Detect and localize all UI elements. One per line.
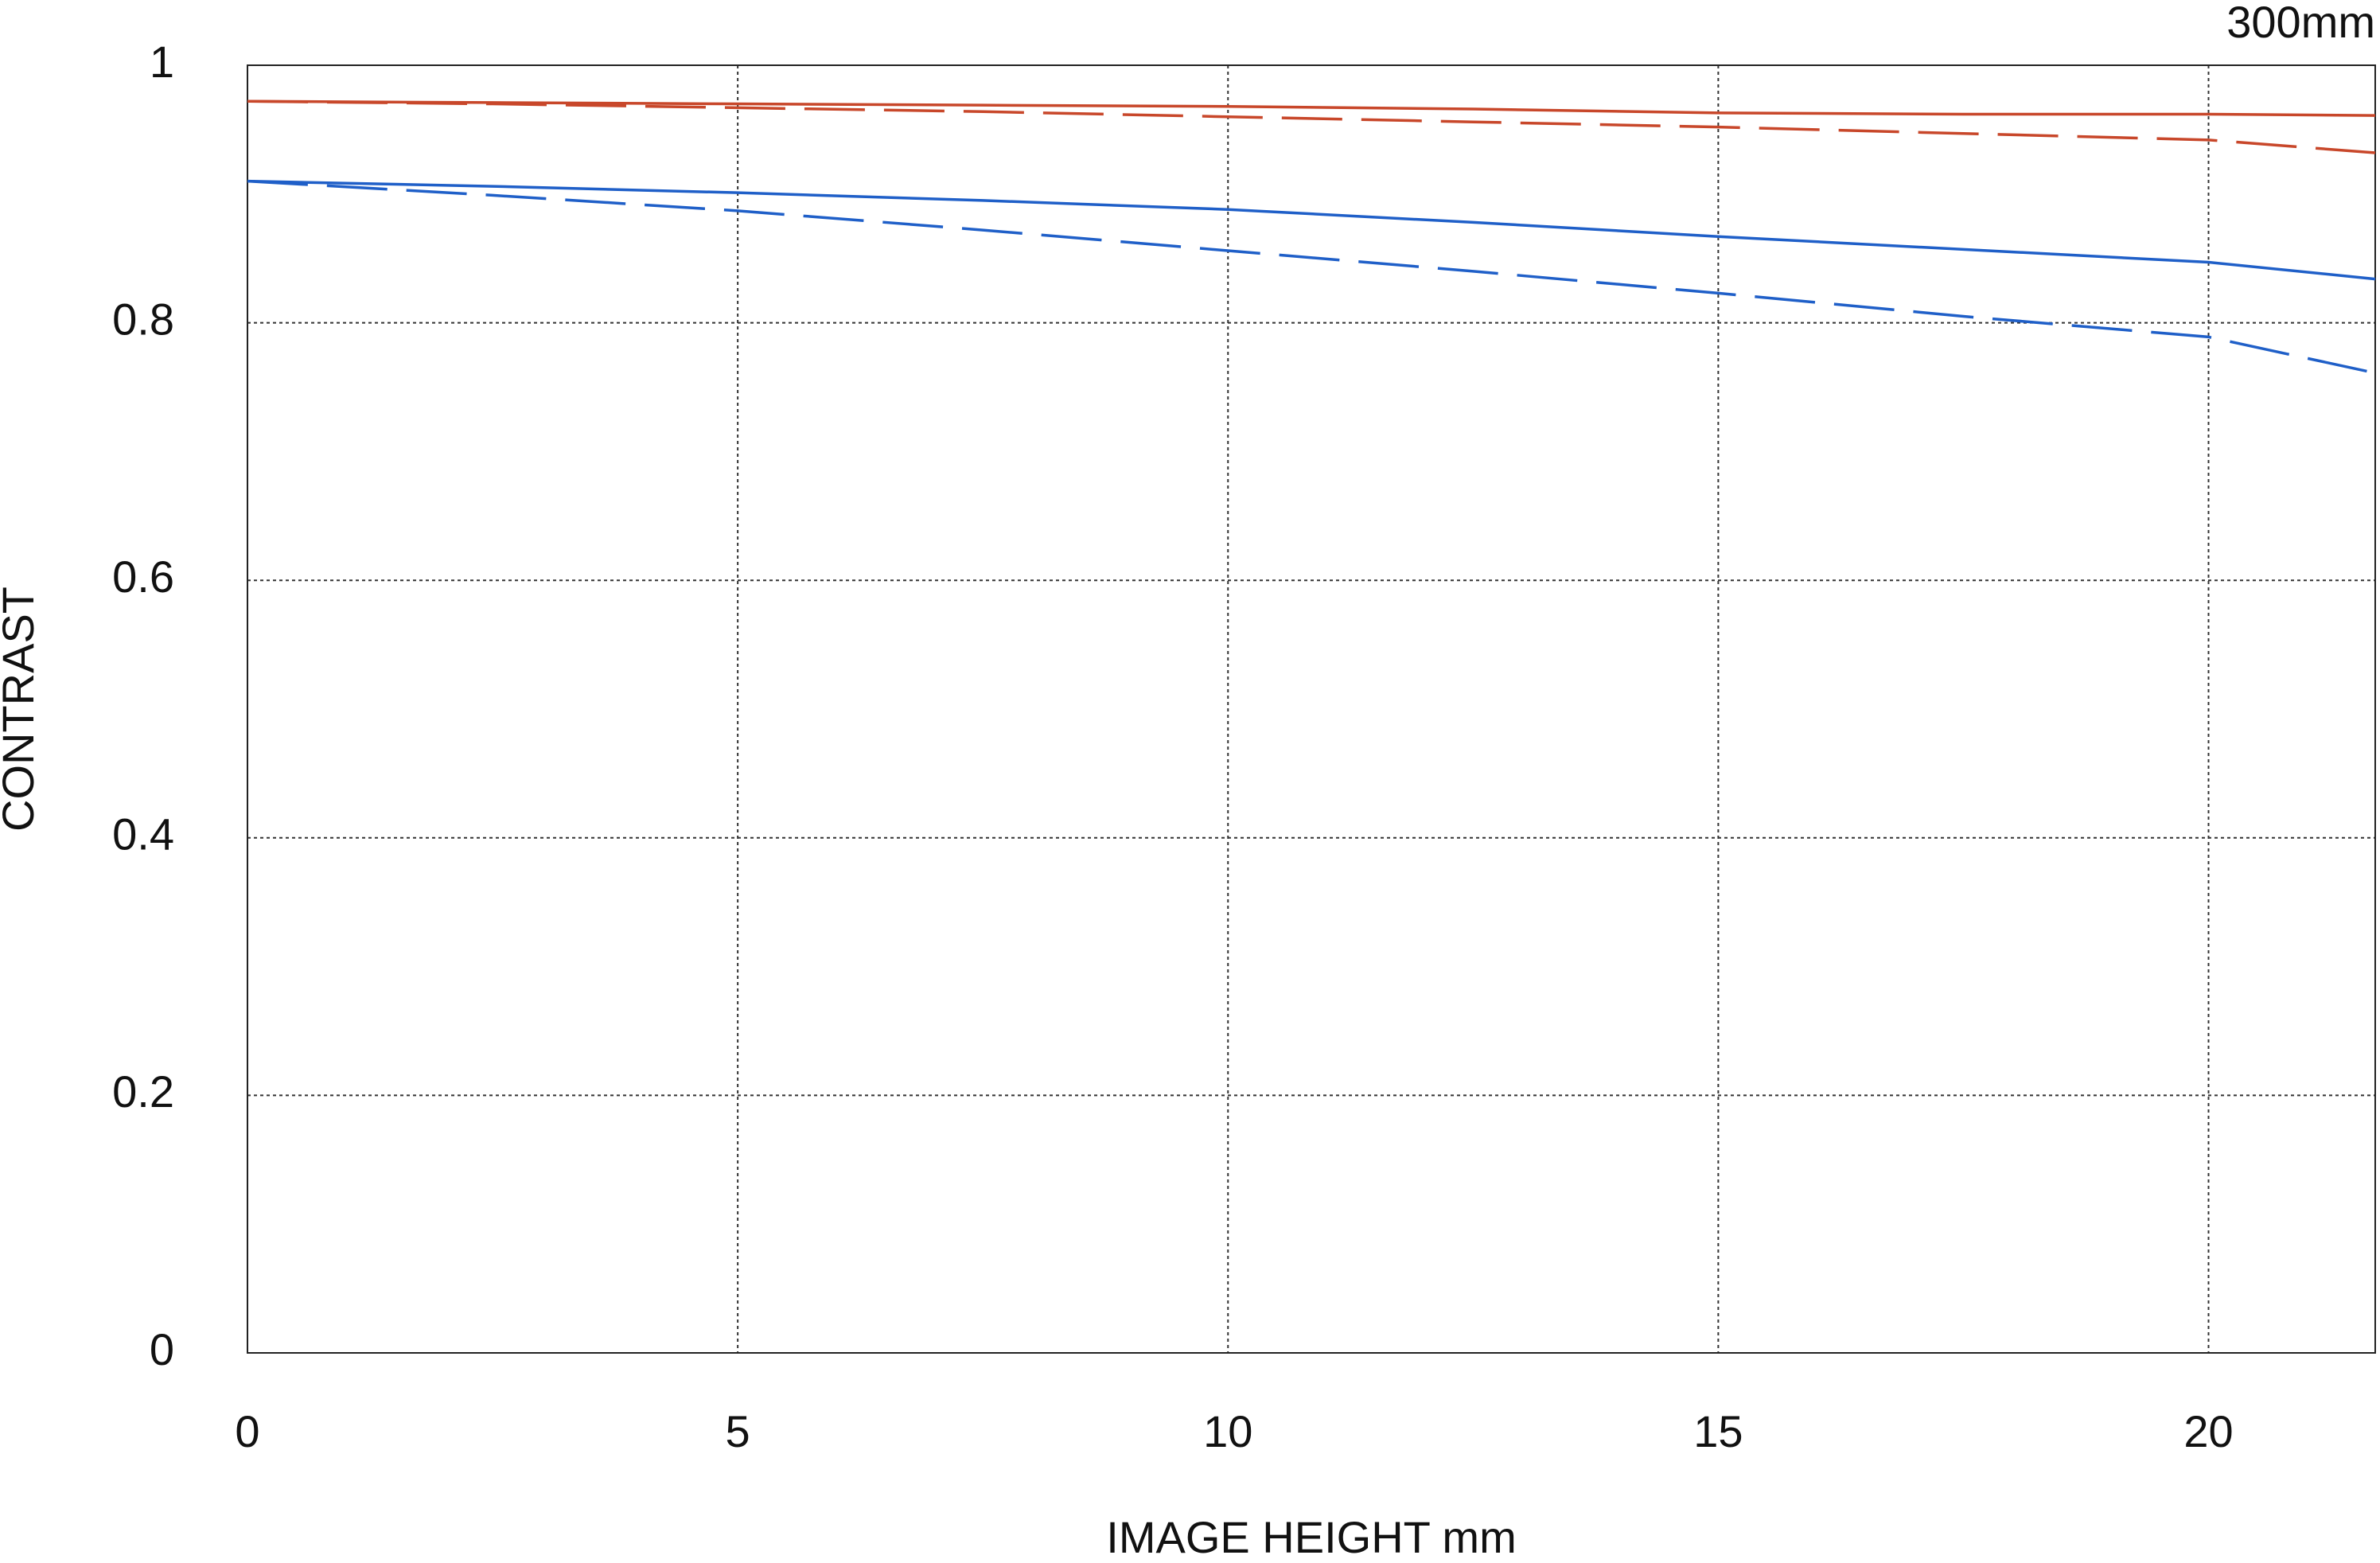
x-tick-label: 10	[1203, 1406, 1252, 1456]
y-tick-label: 0.6	[112, 552, 174, 602]
series-line	[247, 99, 2376, 154]
series-line	[247, 99, 2376, 117]
x-tick-label: 5	[726, 1406, 750, 1456]
y-tick-label: 0.4	[112, 809, 174, 859]
x-tick-label: 0	[235, 1406, 259, 1456]
plot-frame	[247, 64, 2376, 1354]
y-tick-label: 0	[150, 1324, 174, 1374]
y-axis-label: CONTRAST	[0, 587, 43, 832]
y-tick-label: 0.2	[112, 1066, 174, 1117]
series-line	[247, 179, 2376, 375]
chart-title: 300mm	[2226, 0, 2375, 47]
x-axis-label: IMAGE HEIGHT mm	[1106, 1512, 1516, 1562]
y-tick-label: 0.8	[112, 294, 174, 344]
x-tick-label: 15	[1693, 1406, 1743, 1456]
x-tick-label: 20	[2183, 1406, 2233, 1456]
y-tick-label: 1	[150, 37, 174, 87]
series-line	[247, 179, 2376, 281]
